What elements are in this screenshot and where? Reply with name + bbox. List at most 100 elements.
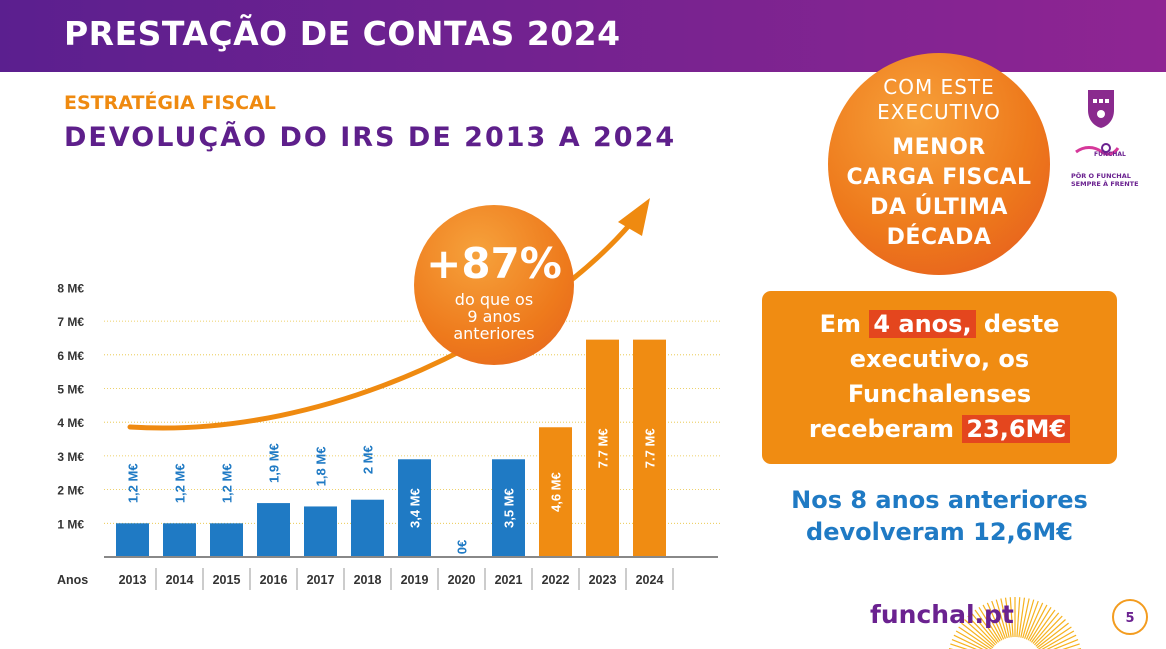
callout-highlight: 4 anos, <box>869 310 976 338</box>
previous-years-note: Nos 8 anos anteriores devolveram 12,6M€ <box>762 484 1117 548</box>
callout-box: Em 4 anos, deste executivo, os Funchalen… <box>762 291 1117 464</box>
sun-ray <box>982 604 1003 641</box>
x-tick-label: 2023 <box>589 573 617 587</box>
bar-data-label: 1,2 M€ <box>220 463 235 503</box>
sun-ray <box>991 600 1006 639</box>
growth-arrow-head <box>618 198 650 236</box>
logo-brand: FUNCHAL <box>1094 151 1126 158</box>
sun-ray <box>1037 626 1072 649</box>
page-title: PRESTAÇÃO DE CONTAS 2024 <box>64 14 621 53</box>
bar-data-label: 1,8 M€ <box>314 447 329 487</box>
callout-line: Funchalenses <box>847 380 1032 408</box>
sun-ray <box>950 643 968 649</box>
sun-ray <box>958 626 993 649</box>
growth-caption-line: do que os <box>454 290 534 309</box>
sun-ray <box>955 630 989 649</box>
x-tick-label: 2019 <box>401 573 429 587</box>
section-title: DEVOLUÇÃO DO IRS DE 2013 A 2024 <box>64 122 677 153</box>
bar-data-label: 3,4 M€ <box>408 488 423 528</box>
page-number: 5 <box>1112 599 1148 635</box>
badge-line: COM ESTE <box>883 75 995 99</box>
x-tick-label: 2018 <box>354 573 382 587</box>
sun-ray <box>1046 634 1077 649</box>
sun-ray <box>961 622 994 649</box>
note-line: devolveram 12,6M€ <box>806 518 1073 546</box>
logo-tagline-line: PÔR O FUNCHAL <box>1071 172 1131 180</box>
sun-ray <box>1062 643 1080 649</box>
x-tick-label: 2013 <box>119 573 147 587</box>
website-link[interactable]: funchal.pt <box>870 600 1014 629</box>
x-tick-label: 2024 <box>636 573 664 587</box>
section-subtitle: ESTRATÉGIA FISCAL <box>64 92 276 114</box>
callout-text: deste <box>983 310 1060 338</box>
bar <box>210 523 243 557</box>
bar <box>492 459 525 557</box>
badge-line: MENOR <box>892 135 986 160</box>
bar <box>304 506 337 557</box>
callout-line: executivo, os <box>849 345 1030 373</box>
callout-line: receberam 23,6M€ <box>762 412 1117 447</box>
badge-line: EXECUTIVO <box>877 100 1001 124</box>
bar-data-label: 3,5 M€ <box>502 488 517 528</box>
header-bar: PRESTAÇÃO DE CONTAS 2024 <box>0 0 1166 72</box>
sun-ray <box>1030 609 1056 643</box>
sun-ray <box>1009 597 1014 638</box>
bar-data-label: 1,9 M€ <box>267 443 282 483</box>
y-tick-label: 4 M€ <box>57 416 84 430</box>
x-axis-title: Anos <box>57 573 88 587</box>
sun-ray <box>1041 630 1075 649</box>
sun-ray <box>995 599 1008 639</box>
bar <box>351 499 384 557</box>
x-tick-label: 2022 <box>542 573 570 587</box>
executive-badge: COM ESTE EXECUTIVO MENOR CARGA FISCAL DA… <box>828 53 1050 275</box>
bar <box>163 523 196 557</box>
sun-ray <box>986 602 1005 640</box>
sun-ray <box>1032 612 1060 644</box>
y-tick-label: 6 M€ <box>57 349 84 363</box>
bar <box>398 459 431 557</box>
sun-ray <box>1004 597 1012 638</box>
x-tick-label: 2016 <box>260 573 288 587</box>
growth-caption: do que os 9 anos anteriores <box>414 291 574 342</box>
logo-tagline: PÔR O FUNCHAL SEMPRE À FRENTE <box>1071 172 1139 188</box>
sun-ray <box>1022 599 1035 639</box>
sun-ray <box>951 638 978 649</box>
sun-ray <box>1034 615 1063 646</box>
badge-line: CARGA FISCAL <box>846 165 1032 190</box>
note-line: Nos 8 anos anteriores <box>791 486 1088 514</box>
bar <box>586 339 619 557</box>
y-tick-label: 8 M€ <box>57 281 84 295</box>
y-tick-label: 7 M€ <box>57 315 84 329</box>
sun-ray <box>964 619 995 647</box>
sun-ray <box>1018 597 1026 638</box>
logo-tagline-line: SEMPRE À FRENTE <box>1071 180 1139 188</box>
bar-data-label: 4,6 M€ <box>549 472 564 512</box>
sun-ray <box>1000 598 1010 638</box>
executive-badge-bottom: MENOR CARGA FISCAL DA ÚLTIMA DÉCADA <box>828 133 1050 253</box>
sun-ray <box>1025 602 1044 640</box>
callout-highlight: 23,6M€ <box>962 415 1071 443</box>
sun-decoration-icon <box>948 597 1082 649</box>
callout-text: receberam <box>808 415 954 443</box>
bar <box>539 427 572 557</box>
x-tick-label: 2014 <box>166 573 194 587</box>
sun-ray <box>1052 638 1079 649</box>
x-tick-label: 2017 <box>307 573 335 587</box>
growth-badge: +87% do que os 9 anos anteriores <box>414 205 574 365</box>
callout-line: Em 4 anos, deste <box>762 307 1117 342</box>
bar-data-label: 7.7 M€ <box>596 428 611 468</box>
sun-ray <box>978 607 1001 642</box>
badge-line: DA ÚLTIMA <box>870 195 1008 220</box>
y-tick-label: 2 M€ <box>57 484 84 498</box>
x-tick-label: 2021 <box>495 573 523 587</box>
growth-caption-line: anteriores <box>453 324 535 343</box>
bar-data-label: 0€ <box>455 540 470 554</box>
y-tick-label: 3 M€ <box>57 450 84 464</box>
y-tick-label: 5 M€ <box>57 383 84 397</box>
sun-ray <box>1024 600 1039 639</box>
y-tick-label: 1 M€ <box>57 517 84 531</box>
sun-ray <box>1020 598 1030 638</box>
bar-data-label: 2 M€ <box>361 445 376 474</box>
bar-data-label: 1,2 M€ <box>173 463 188 503</box>
